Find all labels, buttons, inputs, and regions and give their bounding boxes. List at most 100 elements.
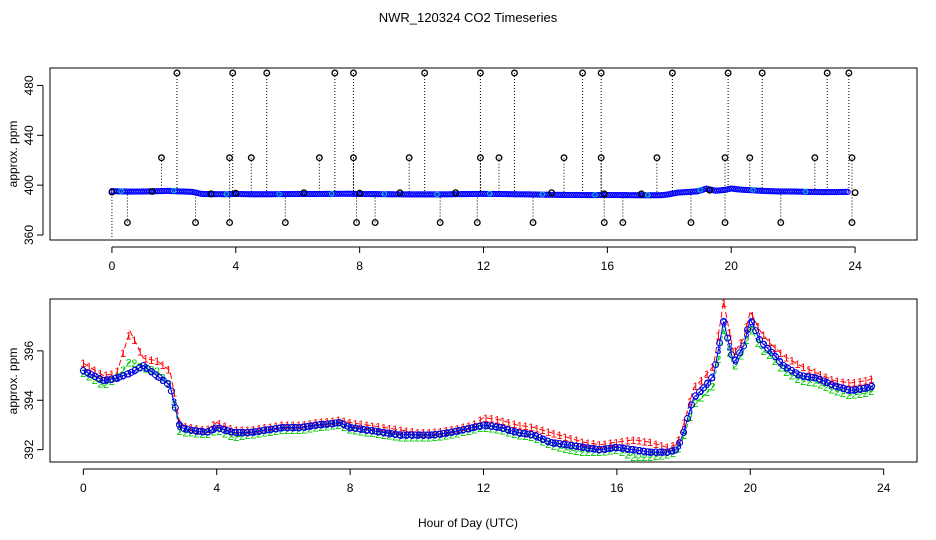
series-1-marker: 1 [868,374,874,386]
series-3-point [848,386,856,394]
top-outlier-point [207,190,215,198]
series-3-point [215,424,223,432]
series-1-marker: 1 [103,370,109,382]
series-3-marker: 3 [364,425,370,437]
series-2-marker: 2 [386,431,392,443]
series-2-marker: 2 [92,375,98,387]
top-outlier-point [597,154,605,162]
series-3-marker: 3 [522,429,528,441]
series-3-point [728,351,736,359]
series-3-point [760,340,768,348]
series-2-marker: 2 [505,427,511,439]
series-3-marker: 3 [539,434,545,446]
series-3-point [207,426,215,434]
series-3-point [271,425,279,433]
series-2-marker: 2 [341,422,347,434]
series-3-point [480,421,487,429]
series-2-marker: 2 [761,346,767,358]
series-1-marker: 1 [840,377,846,389]
series-1-marker: 1 [545,427,551,439]
series-3-marker: 3 [352,423,358,435]
series-2-marker: 2 [568,445,574,457]
series-2-marker: 2 [517,430,523,442]
series-2-marker: 2 [177,426,183,438]
series-3-point [239,428,247,436]
series-3-point [203,428,211,436]
series-3-point [363,426,371,434]
series-2-marker: 2 [704,387,710,399]
top-x-axis: 0 4 8 12 16 20 24 [109,246,862,273]
series-3-point [135,364,143,372]
series-2-marker: 2 [585,447,591,459]
top-outlier-point [848,154,856,162]
series-1-marker: 1 [539,425,545,437]
series-3-point [355,425,363,433]
series-3-marker: 3 [279,423,285,435]
series-3-marker: 3 [693,391,699,403]
series-3-marker: 3 [698,385,704,397]
series-3-marker: 3 [715,345,721,357]
series-1-marker: 1 [318,417,324,429]
series-3-marker: 3 [120,371,126,383]
series-3-point [756,336,764,344]
series-3-point [536,434,544,442]
series-1-marker: 1 [789,356,795,368]
series-3-point [267,425,275,433]
series-3-point [211,424,219,432]
series-3-marker: 3 [744,329,750,341]
top-outlier-point [637,190,645,198]
top-accent-point [276,191,282,197]
top-outlier-point [226,154,234,162]
series-3-marker: 3 [596,445,602,457]
series-1-marker: 1 [551,428,557,440]
series-3-marker: 3 [182,424,188,436]
top-x-tick-label: 20 [725,259,739,273]
bottom-y-tick-label: 392 [22,439,36,459]
top-outlier-point [473,219,481,227]
top-outlier-point [148,187,156,195]
series-2-marker: 2 [778,362,784,374]
chart-title: NWR_120324 CO2 Timeseries [379,10,558,25]
series-3-marker: 3 [324,419,330,431]
series-2-marker: 2 [823,382,829,394]
series-3-marker: 3 [636,445,642,457]
series-3-point [600,445,608,453]
bottom-x-tick-label: 20 [744,481,758,495]
series-3-marker: 3 [868,381,874,393]
series-3-marker: 3 [477,421,483,433]
series-3-marker: 3 [834,382,840,394]
top-x-tick-label: 4 [232,259,239,273]
series-3-point [804,373,812,381]
series-1-marker: 1 [863,376,869,388]
series-3-point [684,415,692,423]
series-1-marker: 1 [624,436,630,448]
top-outlier-point [300,189,308,197]
series-3-point [303,422,311,430]
top-accent-point [644,192,651,198]
series-3-point [816,375,824,383]
series-1-marker: 1 [341,416,347,428]
series-3-point [255,427,263,435]
series-3-marker: 3 [284,422,290,434]
series-1-marker: 1 [86,362,92,374]
series-3-point [367,427,375,435]
series-2-marker: 2 [290,425,296,437]
series-1-marker: 1 [92,365,98,377]
series-3-point [323,420,331,428]
series-2-marker: 2 [250,429,256,441]
top-outlier-point [845,69,853,77]
series-3-point [820,377,828,385]
bottom-x-tick-label: 8 [347,481,354,495]
series-3-marker: 3 [517,428,523,440]
top-outlier-point [579,69,587,77]
series-3-point [780,362,788,370]
series-3-marker: 3 [449,427,455,439]
series-1-marker: 1 [409,427,415,439]
series-3-point [612,443,620,451]
series-1-marker: 1 [420,427,426,439]
bottom-x-tick-label: 12 [477,481,491,495]
series-3-point [263,426,271,434]
top-plot-frame [49,67,918,241]
series-2-marker: 2 [494,424,500,436]
